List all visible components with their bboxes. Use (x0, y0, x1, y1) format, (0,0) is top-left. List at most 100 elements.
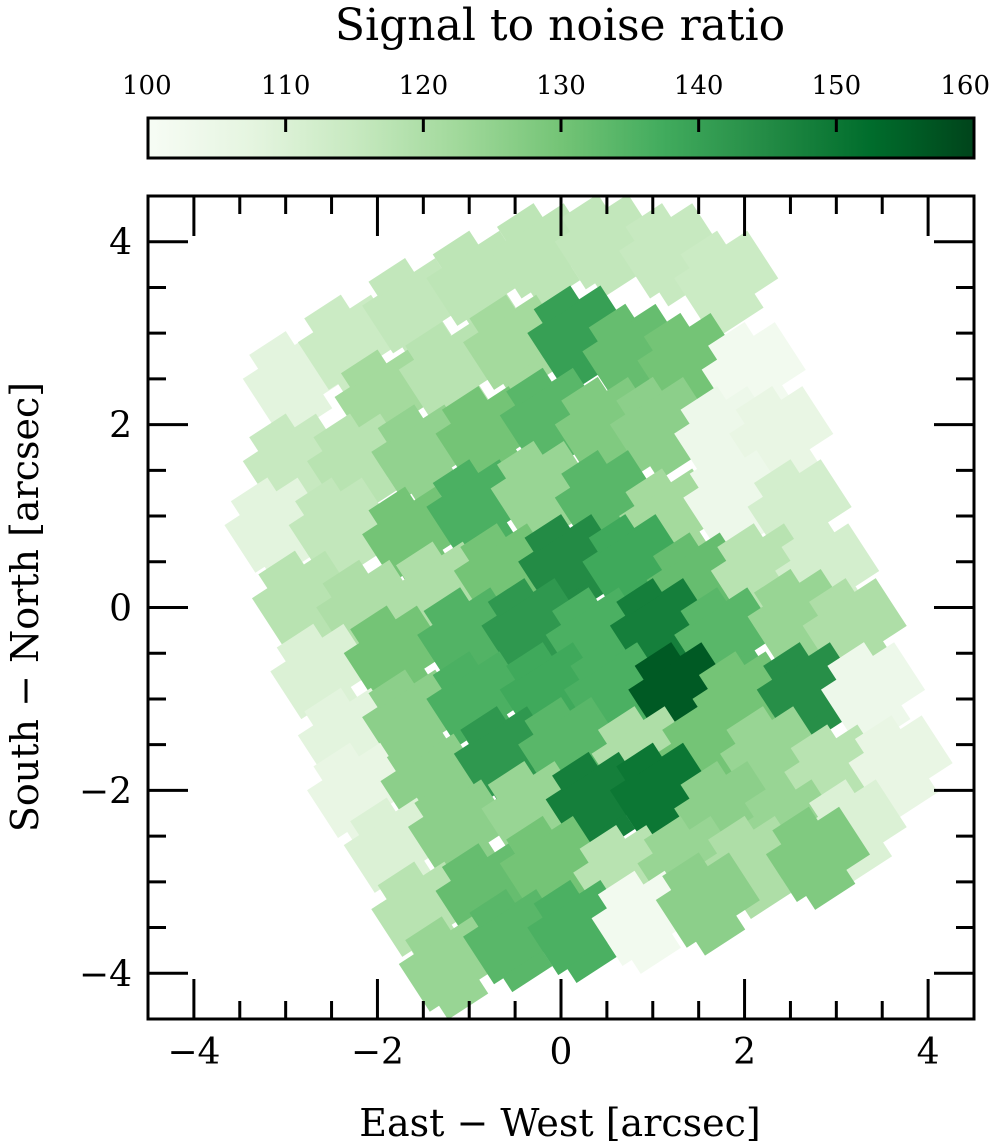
snr-bin-step (790, 724, 838, 764)
snr-bin-body (426, 651, 531, 747)
snr-bin-body (582, 514, 687, 610)
y-tick-label: 4 (109, 223, 132, 264)
voronoi-bins (224, 196, 953, 1019)
x-tick-label: 4 (917, 1032, 940, 1073)
colorbar-tick-label: 120 (399, 71, 449, 101)
colorbar-tick-label: 140 (674, 71, 724, 101)
snr-bin-step (276, 623, 324, 663)
colorbar-frame (146, 116, 976, 160)
snr-bin-step (414, 779, 461, 819)
snr-bin-step (295, 477, 342, 517)
colorbar-tick-label: 150 (812, 71, 862, 101)
snr-bin-step (740, 877, 792, 920)
snr-bin-step (230, 477, 278, 517)
snr-bin-step (579, 824, 627, 865)
snr-bin-step (841, 840, 893, 883)
x-tick-label: −2 (351, 1032, 404, 1073)
snr-bin-body (343, 605, 448, 701)
snr-bin-step (282, 392, 333, 435)
snr-bin-step (588, 303, 636, 343)
snr-bin-step (708, 322, 755, 362)
snr-bin-step (496, 440, 544, 481)
snr-bin-step (350, 797, 397, 837)
snr-bin (655, 852, 760, 956)
snr-bin-step (368, 258, 416, 298)
snr-bin-step (809, 578, 856, 618)
snr-bin-step (304, 294, 351, 334)
x-axis-label: East − West [arcsec] (359, 1101, 761, 1145)
snr-bin-body (490, 441, 595, 537)
snr-bin-step (469, 294, 517, 334)
snr-bin (674, 230, 779, 334)
snr-bin-step (552, 751, 599, 791)
snr-bin-step (327, 539, 379, 581)
snr-bin-step (441, 843, 489, 883)
snr-bin-step (432, 230, 480, 270)
snr-bin-step (561, 450, 608, 490)
snr-bin-step (634, 642, 682, 682)
snr-bin-step (313, 742, 360, 782)
snr-bin-body (701, 322, 806, 418)
snr-bin-step (396, 541, 443, 581)
snr-bin-step (854, 715, 902, 755)
y-tick-label: 2 (109, 406, 132, 447)
snr-bin-body (655, 852, 760, 948)
snr-bin-step (625, 468, 673, 508)
snr-bin-step (588, 514, 636, 554)
snr-bin-step (625, 203, 673, 243)
snr-bin-step (496, 203, 544, 243)
snr-bin-step (763, 642, 810, 682)
snr-bin-step (689, 450, 737, 490)
snr-bin-step (533, 285, 581, 325)
snr-bin-body (288, 477, 393, 573)
snr-bin-step (735, 386, 783, 426)
snr-bin-body (637, 312, 742, 409)
snr-bin-step (630, 932, 681, 974)
colorbar-tick-label: 160 (940, 71, 990, 101)
snr-bin-step (249, 413, 296, 453)
snr-bin-step (561, 196, 608, 234)
snr-bin-step (781, 523, 829, 563)
snr-bin-body (683, 450, 788, 546)
snr-bin-step (726, 706, 773, 746)
snr-bin-step (772, 806, 819, 846)
snr-bin-body (270, 623, 375, 720)
snr-bin-step (561, 376, 608, 417)
snr-bin-step (805, 868, 856, 910)
snr-bin-step (695, 914, 746, 956)
snr-bin-step (432, 459, 480, 499)
snr-bin (288, 477, 393, 581)
axis-ticks (148, 196, 974, 1019)
snr-bin-step (809, 779, 856, 819)
colorbar-tick-label: 130 (536, 71, 586, 101)
snr-bin-step (753, 459, 801, 499)
snr-bin-step (662, 706, 709, 746)
snr-bin-step (570, 642, 617, 682)
snr-bin-step (616, 376, 663, 417)
snr-bin-step (643, 312, 691, 353)
snr-bin-step (258, 550, 305, 590)
plot-area (146, 194, 976, 1021)
colorbar-tick-label: 110 (261, 71, 311, 101)
snr-bin-step (680, 230, 728, 270)
snr-bin-step (487, 578, 535, 618)
snr-bin-step (432, 651, 480, 691)
x-tick-label: −4 (167, 1032, 220, 1073)
x-tick-label: 0 (550, 1032, 573, 1073)
colorbar-title: Signal to noise ratio (335, 0, 785, 51)
snr-bin-step (708, 815, 755, 855)
snr-bin-step (552, 587, 599, 627)
snr-bin-step (313, 413, 360, 453)
colorbar (146, 116, 976, 160)
snr-bin-step (524, 696, 572, 737)
x-tick-label: 2 (733, 1032, 756, 1073)
snr-bin-body (609, 377, 715, 473)
snr-bin-step (506, 642, 553, 682)
snr-bin-step (423, 587, 471, 627)
y-tick-label: −4 (79, 954, 132, 995)
snr-bin-step (524, 514, 572, 554)
snr-bin-step (887, 776, 938, 819)
snr-bin-step (340, 349, 388, 389)
snr-bin-step (717, 523, 764, 563)
